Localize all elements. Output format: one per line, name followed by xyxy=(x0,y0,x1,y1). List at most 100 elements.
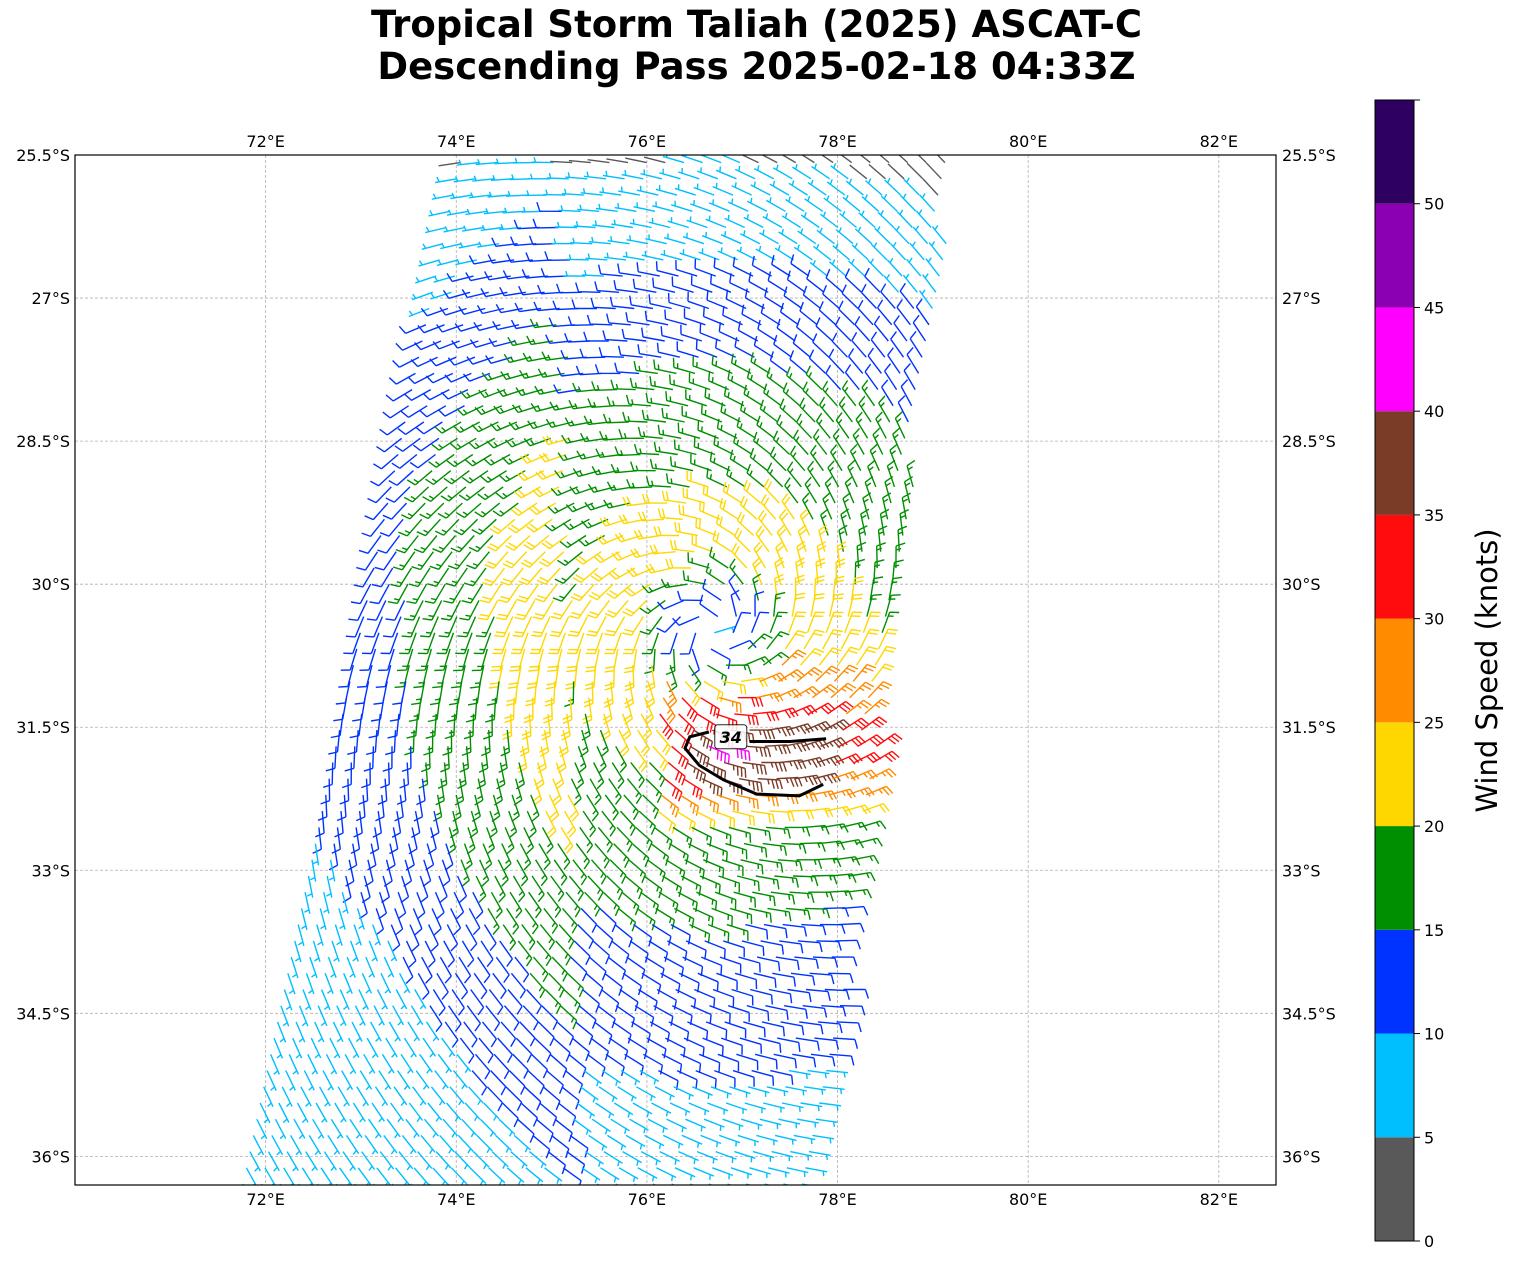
wind-barb xyxy=(588,956,607,981)
wind-barb xyxy=(500,1021,517,1047)
wind-barb xyxy=(327,1135,341,1155)
wind-barb xyxy=(772,430,791,456)
wind-barb xyxy=(460,859,470,887)
wind-barb xyxy=(414,989,427,1010)
wind-barb xyxy=(383,956,395,978)
colorbar-segment xyxy=(1375,307,1414,412)
wind-barb xyxy=(470,989,485,1016)
wind-barb xyxy=(434,1070,449,1090)
wind-barb xyxy=(744,1102,766,1114)
wind-barb xyxy=(674,184,696,196)
wind-barb xyxy=(705,761,727,781)
wind-barb xyxy=(679,632,697,655)
wind-barb xyxy=(358,535,382,554)
wind-barb xyxy=(478,1037,494,1064)
wind-barb xyxy=(854,558,866,585)
wind-barb xyxy=(245,1167,257,1185)
wind-barb xyxy=(810,1053,836,1067)
wind-barb xyxy=(564,1070,584,1094)
wind-barb xyxy=(757,319,777,342)
wind-barb xyxy=(520,453,548,464)
wind-barb xyxy=(580,907,598,933)
wind-barb xyxy=(444,713,456,740)
wind-barb xyxy=(657,810,676,834)
wind-barb xyxy=(390,1102,404,1123)
wind-barb xyxy=(515,387,543,397)
wind-barb xyxy=(416,891,426,920)
wind-barb xyxy=(648,294,672,310)
wind-barb xyxy=(767,907,792,922)
wind-barb xyxy=(912,225,929,245)
wind-barb xyxy=(530,794,540,823)
wind-barb xyxy=(748,907,772,923)
wind-barb xyxy=(664,309,687,326)
wind-barb xyxy=(678,1150,699,1165)
wind-barb xyxy=(823,195,842,212)
wind-barb xyxy=(572,859,588,886)
wind-barb xyxy=(861,379,876,407)
wind-barb xyxy=(835,227,854,245)
wind-barb xyxy=(840,155,853,164)
wind-barb xyxy=(601,810,616,837)
wind-barb xyxy=(859,155,871,164)
wind-barb xyxy=(790,254,810,277)
wind-barb xyxy=(754,794,779,807)
wind-barb xyxy=(428,453,455,468)
wind-barb xyxy=(865,178,883,196)
wind-barb xyxy=(447,356,476,366)
wind-barb xyxy=(632,278,657,293)
wind-barb xyxy=(550,486,578,497)
wind-barb xyxy=(364,616,384,638)
wind-barb xyxy=(802,285,822,310)
x-tick-label-top: 80°E xyxy=(1009,132,1047,151)
wind-barb xyxy=(400,875,410,904)
wind-barb xyxy=(379,1151,395,1171)
wind-barb xyxy=(813,772,841,784)
wind-barb xyxy=(405,1118,420,1139)
wind-barb xyxy=(319,908,327,930)
wind-barb xyxy=(461,289,489,299)
wind-barb xyxy=(660,578,688,589)
wind-barb xyxy=(662,875,682,897)
wind-barb xyxy=(696,891,718,911)
wind-barb xyxy=(526,810,537,839)
wind-barb xyxy=(594,281,620,293)
wind-barb xyxy=(382,502,408,520)
wind-barb xyxy=(356,551,379,571)
wind-barb xyxy=(531,875,545,903)
wind-barb xyxy=(688,664,702,692)
wind-barb xyxy=(542,1086,561,1111)
wind-barb xyxy=(557,843,571,870)
wind-barb xyxy=(430,810,440,839)
wind-barb xyxy=(445,567,468,587)
wind-barb xyxy=(444,1021,459,1048)
wind-barb xyxy=(774,573,785,601)
wind-barb xyxy=(845,699,872,715)
wind-barb xyxy=(792,334,811,358)
wind-barb xyxy=(783,741,811,753)
wind-barb xyxy=(659,1150,680,1165)
wind-barb xyxy=(588,583,614,601)
wind-barb xyxy=(728,573,741,601)
wind-barb xyxy=(353,567,375,588)
wind-barb xyxy=(450,192,473,200)
wind-barb xyxy=(901,492,911,520)
wind-barb xyxy=(535,1118,554,1143)
wind-barb xyxy=(447,551,472,570)
wind-barb xyxy=(674,729,693,754)
wind-barb xyxy=(538,452,567,463)
wind-barb xyxy=(595,924,614,949)
wind-barb xyxy=(473,972,488,1000)
wind-barb xyxy=(925,257,940,277)
wind-barb xyxy=(579,348,606,359)
wind-barb xyxy=(575,1021,594,1046)
wind-barb xyxy=(629,940,649,963)
wind-barb xyxy=(453,176,476,183)
x-tick-label-top: 72°E xyxy=(246,132,284,151)
wind-barb xyxy=(820,737,848,749)
wind-barb xyxy=(529,632,548,655)
wind-barb xyxy=(692,1086,713,1099)
wind-barb xyxy=(385,600,406,621)
wind-barb xyxy=(709,826,732,845)
wind-barb xyxy=(407,372,435,385)
